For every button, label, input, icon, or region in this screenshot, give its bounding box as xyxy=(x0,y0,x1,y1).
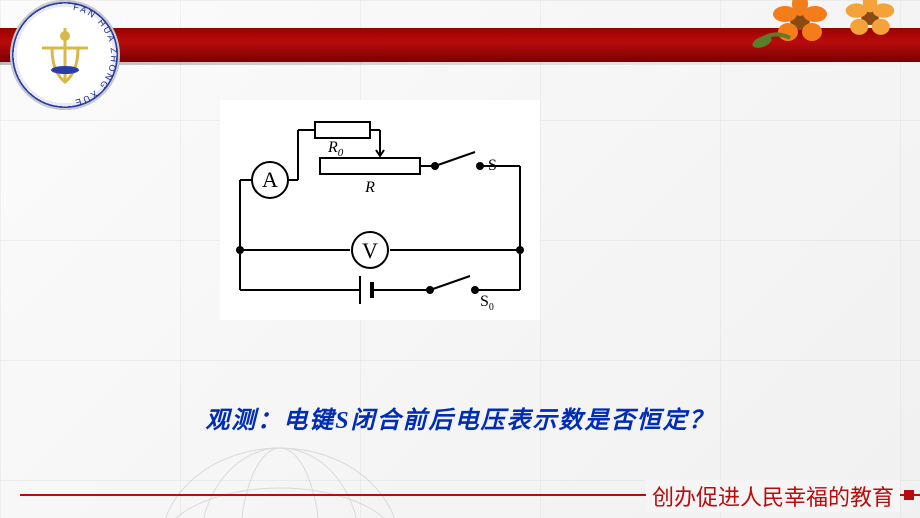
circuit-diagram: A V R0 R S S0 xyxy=(220,100,540,320)
r0-label: R0 xyxy=(327,139,344,159)
school-badge: FAN HUA ZHONG XUE xyxy=(10,0,120,110)
corner-flowers xyxy=(740,0,920,60)
voltmeter-label: V xyxy=(362,238,378,263)
footer-endcap xyxy=(904,490,914,500)
question-text: 观测：电键S闭合前后电压表示数是否恒定？ xyxy=(0,400,920,435)
switch-s-label: S xyxy=(488,157,497,174)
ammeter-label: A xyxy=(262,167,278,192)
badge-emblem xyxy=(32,22,98,88)
globe-decoration xyxy=(150,438,410,518)
r-label: R xyxy=(364,179,375,196)
switch-s0-label: S0 xyxy=(480,293,494,313)
footer-text: 创办促进人民幸福的教育 xyxy=(646,480,900,512)
